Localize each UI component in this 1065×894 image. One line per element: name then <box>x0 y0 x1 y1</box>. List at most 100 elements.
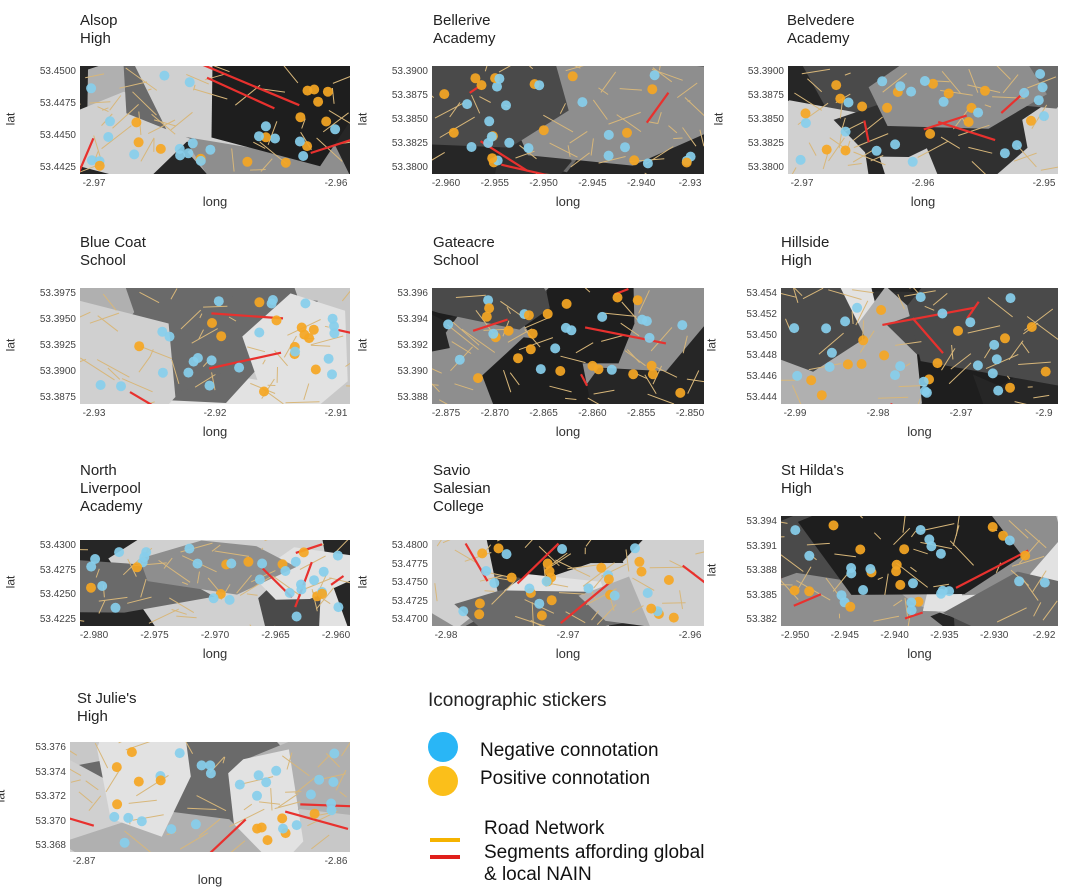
x-axis-label: long <box>555 646 581 661</box>
x-axis-label: long <box>907 646 932 661</box>
y-axis-label: lat <box>355 338 370 352</box>
y-tick-label: 53.3900 <box>39 366 76 377</box>
y-tick-label: 53.388 <box>397 392 428 403</box>
y-tick-label: 53.448 <box>746 350 777 362</box>
x-tick-label: -2.95 <box>1032 178 1056 189</box>
y-tick-label: 53.3925 <box>39 340 76 351</box>
panel-title: Belvedere Academy <box>787 12 855 47</box>
x-tick-label: -2.930 <box>980 630 1009 641</box>
x-tick-label: -2.950 <box>780 630 810 641</box>
x-tick-label: -2.91 <box>324 408 348 419</box>
y-tick-label: 53.3875 <box>39 392 76 403</box>
x-tick-label: -2.870 <box>480 408 509 419</box>
panel-title: Hillside High <box>781 234 830 269</box>
y-tick-label: 53.4425 <box>39 162 76 173</box>
panel-title: St Hilda's High <box>781 462 844 497</box>
y-axis-label: lat <box>0 789 8 803</box>
x-tick-label: -2.950 <box>529 178 558 189</box>
map-panel <box>80 66 350 174</box>
legend-segment-label: Segments affording global & local NAIN <box>484 842 705 885</box>
panel-title: North Liverpool Academy <box>80 462 143 515</box>
y-axis-label: lat <box>3 338 18 352</box>
panel-title: St Julie's High <box>77 690 137 725</box>
x-tick-label: -2.940 <box>627 178 656 189</box>
legend-negative-label: Negative connotation <box>480 740 659 761</box>
legend: Iconographic stickers Negative connotati… <box>428 690 848 890</box>
panel-title: Savio Salesian College <box>433 462 491 515</box>
x-tick-label: -2.92 <box>1032 630 1056 641</box>
x-axis-label: long <box>202 194 228 209</box>
x-tick-label: -2.960 <box>321 630 351 641</box>
x-tick-label: -2.87 <box>72 856 96 867</box>
x-tick-label: -2.865 <box>529 408 558 419</box>
road-line-icon <box>430 838 460 842</box>
legend-positive-label: Positive connotation <box>480 768 651 789</box>
x-tick-label: -2.98 <box>434 630 458 641</box>
map-panel <box>432 288 704 404</box>
x-tick-label: -2.860 <box>578 408 607 419</box>
y-tick-label: 53.4750 <box>391 577 428 588</box>
x-tick-label: -2.86 <box>324 856 348 867</box>
x-tick-label: -2.970 <box>200 630 230 641</box>
y-tick-label: 53.3825 <box>391 138 428 149</box>
x-axis-label: long <box>202 424 228 439</box>
x-tick-label: -2.97 <box>82 178 106 189</box>
x-tick-label: -2.940 <box>880 630 909 641</box>
y-tick-label: 53.3875 <box>391 90 428 101</box>
x-tick-label: -2.97 <box>556 630 580 641</box>
y-tick-label: 53.385 <box>746 589 777 601</box>
y-tick-label: 53.390 <box>397 366 428 377</box>
y-tick-label: 53.3850 <box>391 114 428 125</box>
panel-title: Alsop High <box>80 12 118 47</box>
y-tick-label: 53.4775 <box>391 558 428 570</box>
y-tick-label: 53.4500 <box>39 66 76 77</box>
y-tick-label: 53.3825 <box>747 138 784 149</box>
y-tick-label: 53.394 <box>397 314 428 325</box>
x-axis-label: long <box>202 646 228 661</box>
y-tick-label: 53.4275 <box>39 564 76 576</box>
x-tick-label: -2.93 <box>82 408 106 419</box>
x-tick-label: -2.955 <box>480 178 509 189</box>
y-tick-label: 53.382 <box>746 614 777 625</box>
y-tick-label: 53.394 <box>746 516 777 527</box>
x-tick-label: -2.97 <box>949 408 973 419</box>
panel-title: Bellerive Academy <box>433 12 496 47</box>
y-tick-label: 53.368 <box>35 840 66 851</box>
y-tick-label: 53.4300 <box>39 540 76 551</box>
y-tick-label: 53.370 <box>35 815 66 827</box>
y-tick-label: 53.4225 <box>39 614 76 625</box>
y-axis-label: lat <box>704 338 719 352</box>
map-panel <box>781 516 1058 626</box>
segment-line-icon <box>430 855 460 859</box>
map-panel <box>80 288 350 404</box>
y-tick-label: 53.3800 <box>391 162 428 173</box>
y-tick-label: 53.450 <box>746 329 777 341</box>
y-tick-label: 53.3975 <box>39 288 76 299</box>
x-tick-label: -2.975 <box>140 630 169 641</box>
map-panel <box>788 66 1058 174</box>
x-tick-label: -2.850 <box>675 408 705 419</box>
y-tick-label: 53.396 <box>397 288 428 299</box>
y-tick-label: 53.4250 <box>39 589 76 601</box>
y-tick-label: 53.388 <box>746 565 777 576</box>
map-panel <box>781 288 1058 404</box>
y-axis-label: lat <box>355 575 370 589</box>
x-tick-label: -2.965 <box>261 630 290 641</box>
y-axis-label: lat <box>355 112 370 126</box>
x-tick-label: -2.96 <box>678 630 702 641</box>
y-tick-label: 53.392 <box>397 340 428 351</box>
y-tick-label: 53.3900 <box>747 66 784 77</box>
y-tick-label: 53.4800 <box>391 540 428 551</box>
x-tick-label: -2.980 <box>79 630 109 641</box>
x-tick-label: -2.9 <box>1035 408 1053 419</box>
negative-marker-icon <box>428 732 458 762</box>
y-tick-label: 53.374 <box>35 766 66 778</box>
y-tick-label: 53.3950 <box>39 314 76 325</box>
x-axis-label: long <box>197 872 223 887</box>
x-axis-label: long <box>907 424 932 439</box>
y-tick-label: 53.4475 <box>39 98 76 109</box>
x-tick-label: -2.96 <box>911 178 935 189</box>
y-tick-label: 53.4700 <box>391 614 428 625</box>
map-panel <box>432 540 704 626</box>
y-tick-label: 53.3900 <box>391 66 428 77</box>
